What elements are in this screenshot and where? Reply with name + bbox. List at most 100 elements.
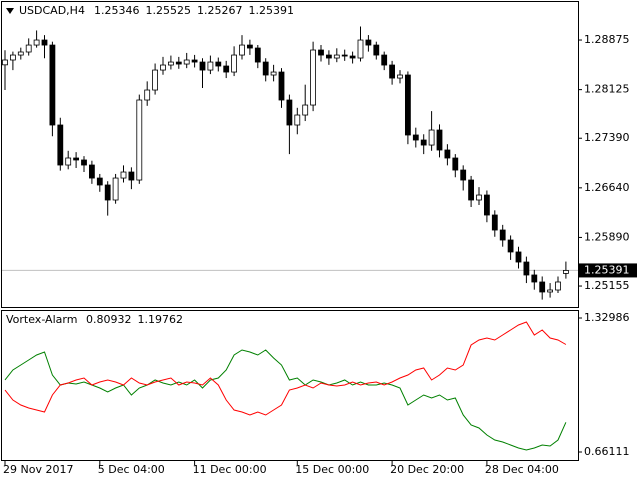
- y-tick-label: 0.66111: [584, 445, 630, 458]
- candle-body: [223, 65, 230, 73]
- candle-body: [239, 44, 245, 56]
- indicator-line: [4, 321, 567, 416]
- candle-body: [65, 157, 72, 166]
- candle-body: [33, 39, 40, 46]
- candle-body: [483, 194, 490, 216]
- indicator-line: [4, 349, 567, 451]
- candle-body: [333, 54, 340, 59]
- candle-body: [73, 157, 79, 161]
- candle-body: [167, 61, 174, 66]
- candle-body: [515, 251, 522, 263]
- candle-body: [278, 71, 285, 101]
- candle-body: [436, 129, 443, 151]
- candle-body: [136, 99, 143, 181]
- y-tick-label: 1.28875: [584, 33, 630, 46]
- indicator-readout: 0.80932 1.19762: [86, 313, 183, 326]
- indicator-value: 1.19762: [138, 313, 184, 326]
- candle-body: [381, 54, 388, 66]
- candle-body: [199, 61, 206, 71]
- candle-body: [49, 44, 56, 126]
- candle-body: [420, 139, 427, 146]
- candle-body: [563, 270, 569, 274]
- x-tick-label: 28 Dec 04:00: [485, 463, 559, 476]
- candle-body: [373, 44, 380, 56]
- candle-body: [89, 164, 95, 179]
- candle-body: [523, 261, 530, 276]
- ohlc-value: 1.25346: [94, 4, 140, 17]
- indicator-value: 0.80932: [86, 313, 132, 326]
- x-tick-label: 15 Dec 00:00: [295, 463, 369, 476]
- candle-body: [531, 274, 538, 283]
- candle-body: [128, 171, 135, 181]
- candle-body: [412, 134, 419, 141]
- candle-body: [428, 129, 435, 146]
- candle-body: [460, 169, 467, 181]
- candle-body: [357, 39, 364, 59]
- candle-body: [120, 171, 127, 179]
- candle-body: [539, 281, 546, 293]
- price-tag-label: 1.25391: [584, 263, 630, 276]
- candle-body: [175, 61, 182, 65]
- candle-body: [270, 71, 277, 76]
- candle-body: [262, 61, 269, 76]
- candle-body: [302, 104, 309, 116]
- candle-body: [207, 61, 214, 71]
- candle-body: [555, 281, 561, 291]
- y-tick-label: 1.27390: [584, 131, 630, 144]
- y-tick-label: 1.26640: [584, 181, 630, 194]
- candle-body: [444, 149, 451, 159]
- x-tick-label: 5 Dec 04:00: [98, 463, 165, 476]
- candle-body: [310, 49, 317, 106]
- candle-body: [294, 114, 301, 126]
- candle-body: [476, 194, 482, 201]
- candle-body: [468, 179, 475, 201]
- candle-body: [160, 64, 166, 71]
- main-pane-frame: [1, 1, 579, 308]
- candle-body: [389, 64, 396, 79]
- candle-body: [112, 177, 119, 201]
- candle-body: [144, 89, 151, 101]
- ohlc-value: 1.25267: [197, 4, 243, 17]
- candle-body: [397, 74, 403, 79]
- ohlc-value: 1.25391: [249, 4, 295, 17]
- candle-body: [499, 229, 506, 241]
- candle-body: [57, 124, 64, 166]
- candle-body: [9, 54, 16, 61]
- dropdown-icon[interactable]: [6, 8, 14, 14]
- y-tick-label: 1.25155: [584, 279, 630, 292]
- y-tick-label: 1.28125: [584, 83, 630, 96]
- ohlc-readout: 1.25346 1.25525 1.25267 1.25391: [94, 4, 294, 17]
- candle-body: [17, 51, 24, 56]
- candle-body: [96, 177, 103, 186]
- ohlc-value: 1.25525: [146, 4, 192, 17]
- x-tick-label: 11 Dec 00:00: [193, 463, 267, 476]
- candle-body: [547, 289, 553, 293]
- candle-body: [286, 99, 293, 126]
- candle-body: [191, 59, 198, 63]
- candle-body: [318, 49, 324, 56]
- chart-title: USDCAD,H4: [19, 4, 85, 17]
- x-tick-label: 29 Nov 2017: [3, 463, 73, 476]
- candle-body: [231, 54, 238, 73]
- candle-body: [2, 59, 8, 66]
- x-tick-label: 20 Dec 20:00: [390, 463, 464, 476]
- candle-body: [349, 55, 356, 59]
- candle-body: [41, 39, 48, 46]
- price-tag: [579, 263, 637, 278]
- candle-body: [183, 59, 190, 65]
- candle-body: [25, 44, 32, 53]
- candle-body: [152, 69, 159, 91]
- candle-body: [325, 54, 332, 59]
- y-tick-label: 1.32986: [584, 311, 630, 324]
- candle-body: [81, 159, 87, 166]
- candle-body: [246, 44, 253, 49]
- candle-body: [215, 61, 222, 67]
- candle-body: [491, 214, 498, 231]
- indicator-pane-frame: [1, 310, 579, 461]
- candle-body: [452, 157, 459, 171]
- candle-body: [404, 74, 411, 136]
- candle-body: [104, 184, 111, 201]
- candle-body: [365, 39, 372, 46]
